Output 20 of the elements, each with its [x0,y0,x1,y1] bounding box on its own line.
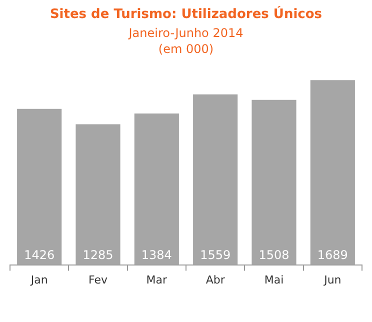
bar [310,80,355,265]
bar [17,108,62,265]
bar [252,100,296,265]
bar [193,94,238,265]
data-label: 1689 [317,248,348,262]
data-label: 1426 [24,248,55,262]
bar [76,124,120,265]
x-tick-label: Jan [30,273,48,286]
chart-title: Sites de Turismo: Utilizadores Únicos [48,7,324,22]
chart-subtitle: Janeiro-Junho 2014 (em 000) [127,25,244,57]
data-label: 1285 [82,248,114,262]
x-tick-label: Jun [323,273,342,286]
data-label: 1508 [258,248,290,262]
bar [134,113,179,265]
x-tick-label: Fev [88,273,108,286]
data-label: 1559 [200,248,231,262]
x-tick-label: Abr [206,273,226,286]
data-label: 1384 [141,248,172,262]
x-tick-label: Mai [264,273,284,286]
x-tick-label: Mar [146,273,168,286]
